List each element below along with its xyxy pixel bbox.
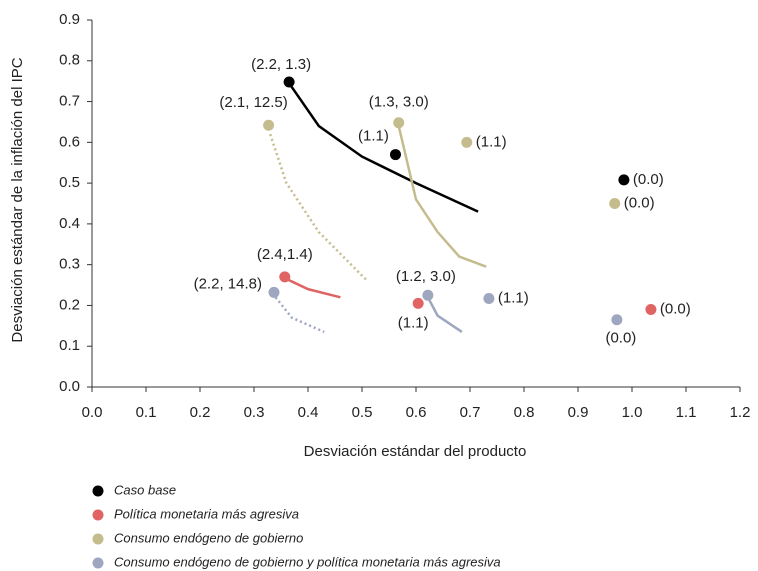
legend-marker: [92, 485, 104, 497]
x-tick-label: 1.0: [622, 404, 643, 421]
point-label: (2.2, 14.8): [194, 275, 262, 292]
point: [609, 198, 621, 209]
point: [283, 76, 295, 88]
x-tick-label: 0.5: [352, 404, 373, 421]
x-axis-label: Desviación estándar del producto: [304, 443, 527, 460]
point: [263, 119, 275, 131]
frontier-curve: [269, 133, 369, 282]
y-tick-label: 0.1: [59, 337, 80, 354]
frontier-curve: [426, 296, 463, 333]
y-tick-label: 0.7: [59, 93, 80, 110]
point-label: (2.4,1.4): [257, 246, 313, 263]
legend-label: Política monetaria más agresiva: [114, 506, 299, 521]
x-tick-label: 0.1: [136, 404, 157, 421]
legend-label: Consumo endógeno de gobierno: [114, 530, 303, 545]
point-label: (0.0): [660, 300, 691, 317]
point: [611, 314, 623, 326]
x-tick-label: 0.3: [244, 404, 265, 421]
point: [618, 174, 630, 186]
x-tick-label: 0.6: [406, 404, 427, 421]
y-tick-label: 0.0: [59, 378, 80, 395]
y-tick-label: 0.2: [59, 296, 80, 313]
frontier-curve: [274, 296, 325, 334]
y-tick-label: 0.3: [59, 256, 80, 273]
x-tick-label: 0.0: [82, 404, 103, 421]
point-label: (1.1): [398, 314, 429, 331]
point-label: (1.1): [498, 289, 529, 306]
point: [483, 293, 495, 305]
y-tick-label: 0.5: [59, 174, 80, 191]
point: [268, 286, 280, 298]
point-label: (0.0): [605, 330, 636, 347]
y-axis-label: Desviación estándar de la inflación del …: [9, 57, 26, 342]
x-tick-label: 0.7: [460, 404, 481, 421]
point-label: (2.2, 1.3): [251, 56, 311, 73]
x-tick-label: 0.8: [514, 404, 535, 421]
point-label: (1.2, 3.0): [396, 268, 456, 285]
y-tick-label: 0.9: [59, 11, 80, 28]
legend-marker: [92, 509, 104, 521]
legend-marker: [92, 557, 104, 569]
point-label: (0.0): [624, 194, 655, 211]
legend-label: Consumo endógeno de gobierno y política …: [114, 554, 501, 569]
point: [422, 289, 434, 301]
point-label: (1.3, 3.0): [369, 94, 429, 111]
frontier-curve: [285, 277, 341, 299]
point: [645, 304, 657, 316]
point-label: (2.1, 12.5): [219, 94, 287, 111]
frontier-curve: [397, 125, 487, 268]
y-tick-label: 0.6: [59, 133, 80, 150]
point: [389, 149, 401, 161]
point-label: (1.1): [476, 133, 507, 150]
point-label: (0.0): [633, 171, 664, 188]
y-tick-label: 0.4: [59, 215, 80, 232]
x-tick-label: 1.1: [676, 404, 697, 421]
legend-label: Caso base: [114, 482, 176, 497]
x-tick-label: 0.4: [298, 404, 319, 421]
point: [412, 297, 424, 309]
frontier-curve: [288, 82, 479, 213]
point: [393, 117, 405, 129]
point: [461, 136, 473, 148]
point: [279, 271, 291, 283]
x-tick-label: 0.2: [190, 404, 211, 421]
x-tick-label: 0.9: [568, 404, 589, 421]
point-label: (1.1): [358, 128, 389, 145]
y-tick-label: 0.8: [59, 52, 80, 69]
legend-marker: [92, 533, 104, 545]
x-tick-label: 1.2: [730, 404, 751, 421]
